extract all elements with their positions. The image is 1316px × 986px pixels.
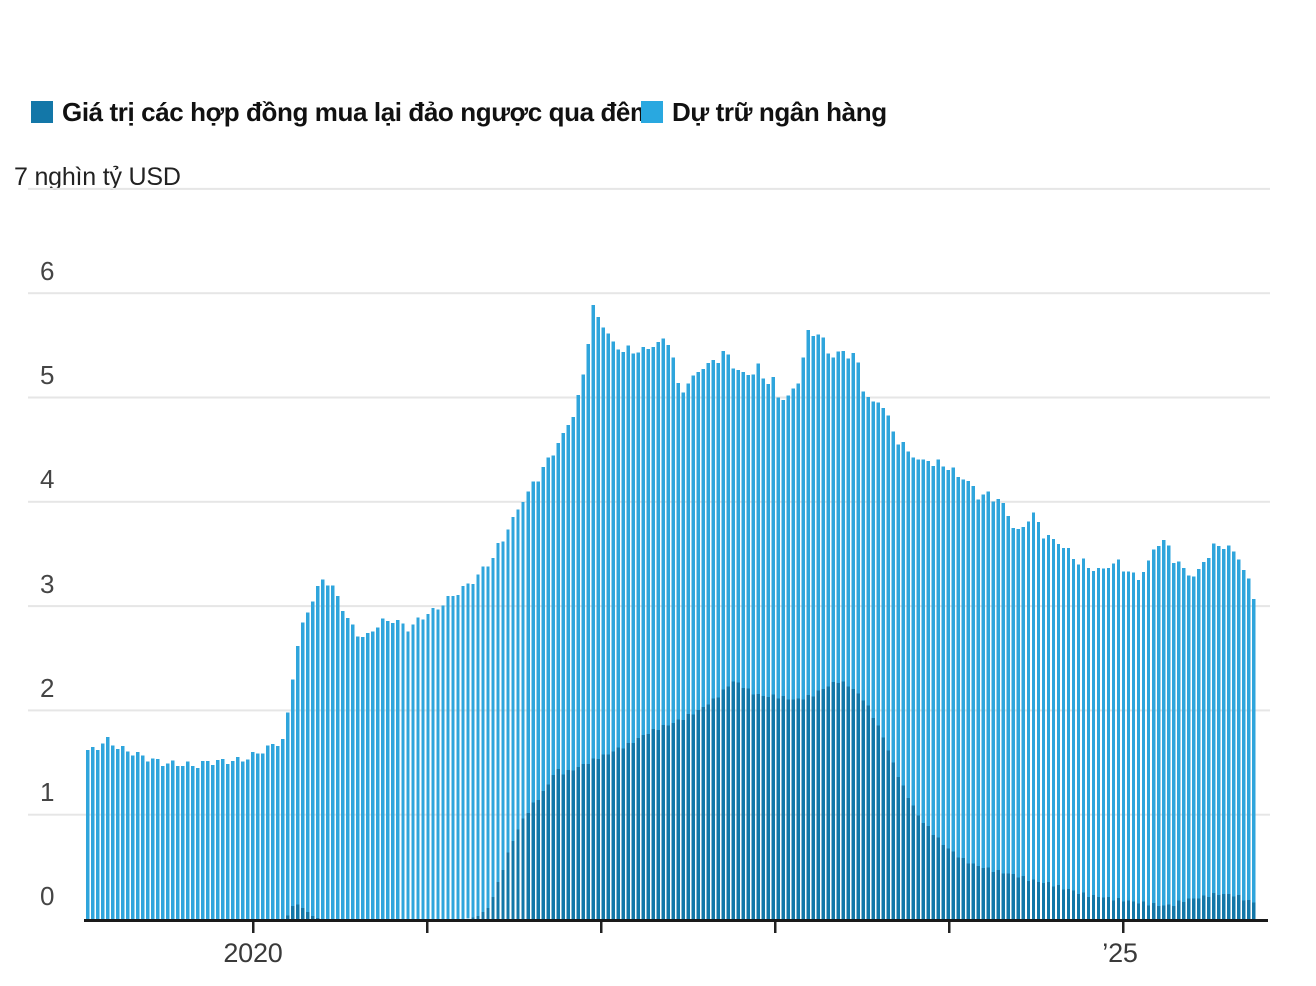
y-axis-tick-label-2: 2 [40,673,55,703]
y-axis-unit-label: 7 nghìn tỷ USD [14,163,181,191]
x-axis-tick [426,922,429,933]
reverse-repo-swatch-icon [31,101,53,123]
x-axis-tick [1122,922,1125,933]
x-axis-tick [948,922,951,933]
bank-reserves-swatch-icon [641,101,663,123]
legend-item-bank-reserves: Dự trữ ngân hàng [641,97,887,127]
legend-label-reverse-repo: Giá trị các hợp đồng mua lại đảo ngược q… [62,97,653,127]
legend-label-bank-reserves: Dự trữ ngân hàng [672,97,887,127]
x-axis-label-25: ’25 [1102,938,1138,968]
y-axis-tick-label-1: 1 [40,777,55,807]
y-axis-tick-label-6: 6 [40,256,55,286]
legend-item-reverse-repo: Giá trị các hợp đồng mua lại đảo ngược q… [31,97,653,127]
x-axis-line [84,919,1268,922]
y-axis-tick-label-4: 4 [40,464,55,494]
y-axis-tick-label-5: 5 [40,360,55,390]
gridline [28,187,1270,190]
x-axis-tick [600,922,603,933]
y-axis-tick-label-0: 0 [40,881,55,911]
y-axis-tick-label-3: 3 [40,569,55,599]
x-axis-tick [252,922,255,933]
gridline [28,292,1270,295]
legend: Giá trị các hợp đồng mua lại đảo ngược q… [0,97,1316,127]
x-axis-tick [774,922,777,933]
x-axis-label-2020: 2020 [223,938,283,968]
